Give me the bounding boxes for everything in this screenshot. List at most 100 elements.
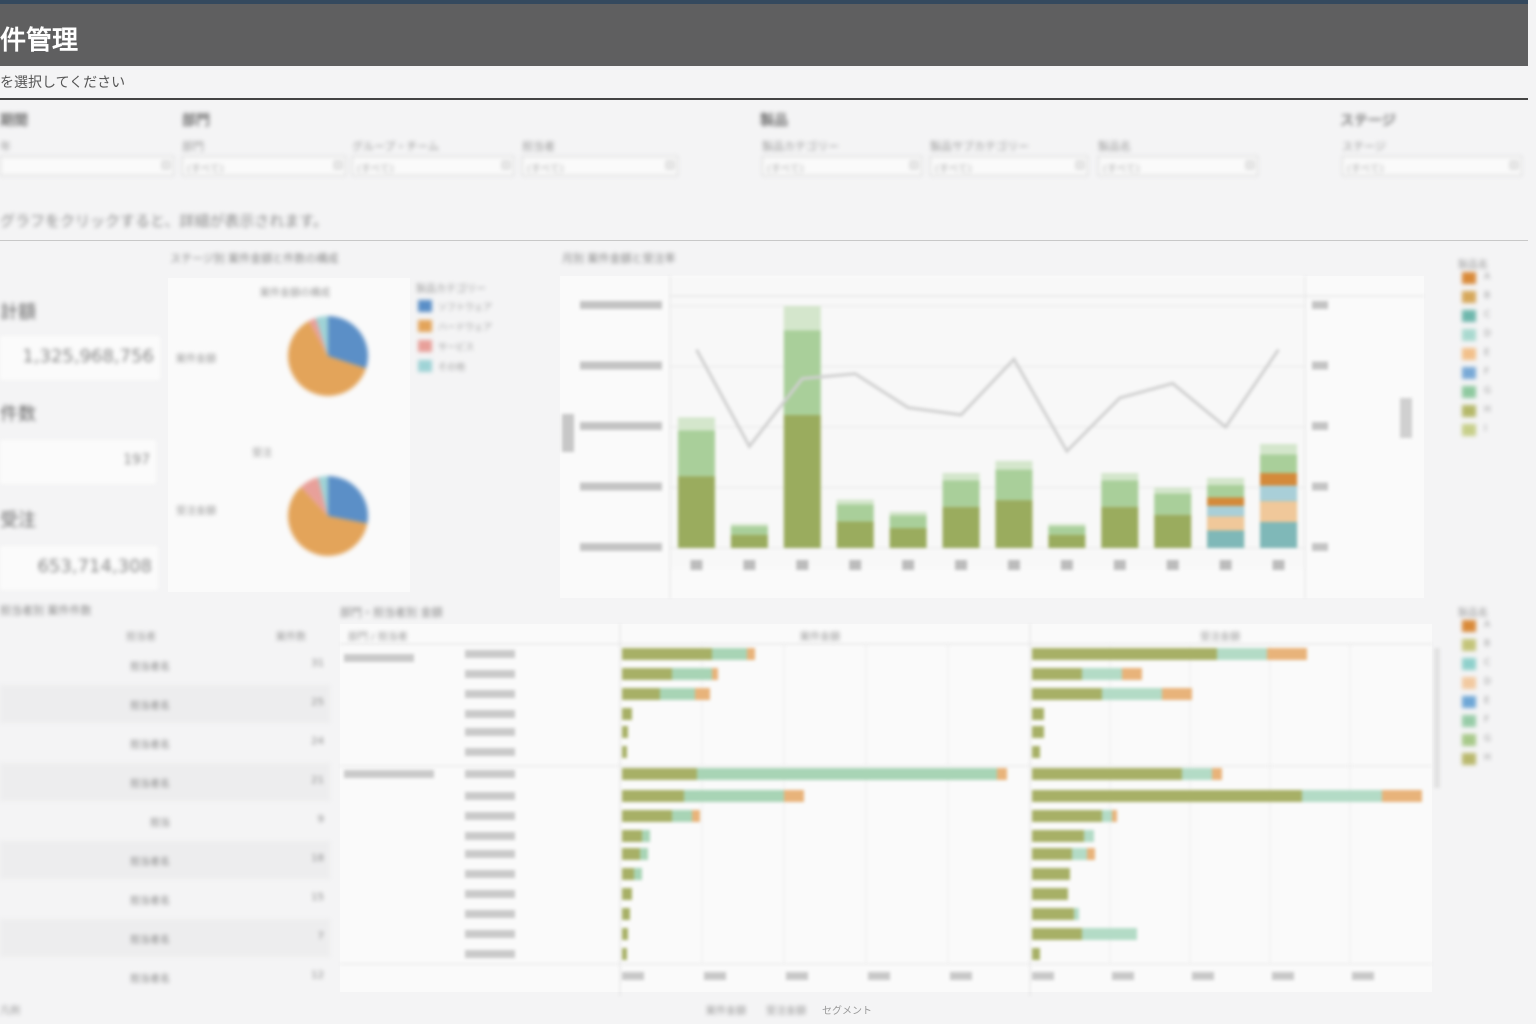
hbar-segment[interactable] [1032, 830, 1084, 842]
hbar-segment[interactable] [622, 746, 627, 758]
bar-segment[interactable] [1154, 487, 1192, 494]
hbar-segment[interactable] [1302, 790, 1382, 802]
hbar-segment[interactable] [1032, 868, 1070, 880]
pie-slice[interactable] [315, 316, 328, 356]
bar-segment[interactable] [836, 504, 874, 522]
bar-segment[interactable] [995, 469, 1033, 501]
tree-label[interactable] [465, 690, 515, 698]
hbar-segment[interactable] [1122, 668, 1142, 680]
hbar-segment[interactable] [997, 768, 1007, 780]
tree-label[interactable] [465, 950, 515, 958]
tree-label[interactable] [465, 710, 515, 718]
hbar-segment[interactable] [642, 830, 650, 842]
bar-segment[interactable] [836, 521, 874, 548]
table-row[interactable]: 担当者名 21 [0, 763, 330, 801]
bar-segment[interactable] [730, 526, 768, 535]
bar-segment[interactable] [1048, 523, 1086, 527]
tree-label[interactable] [465, 770, 515, 778]
hbar-segment[interactable] [1217, 648, 1267, 660]
bar-segment[interactable] [1260, 443, 1298, 455]
tree-label[interactable] [465, 870, 515, 878]
bar-segment[interactable] [730, 534, 768, 548]
bar-segment[interactable] [677, 417, 715, 431]
bar-segment[interactable] [995, 460, 1033, 470]
hbar-segment[interactable] [1032, 790, 1302, 802]
hbar-segment[interactable] [1112, 810, 1117, 822]
hbar-segment[interactable] [1072, 848, 1087, 860]
tree-label[interactable] [465, 650, 515, 658]
hbar-segment[interactable] [660, 688, 695, 700]
bar-segment[interactable] [942, 506, 980, 548]
tree-label[interactable] [465, 728, 515, 736]
filter-select-7[interactable]: (すべて) [1342, 156, 1522, 176]
bar-segment-alt[interactable] [1260, 501, 1298, 522]
hbar-segment[interactable] [622, 688, 660, 700]
hbar-segment[interactable] [1032, 648, 1217, 660]
hbar-segment[interactable] [622, 668, 672, 680]
hbar-segment[interactable] [695, 688, 710, 700]
hbar-segment[interactable] [1212, 768, 1222, 780]
bar-segment[interactable] [677, 430, 715, 477]
bar-segment[interactable] [889, 511, 927, 516]
hbar-segment[interactable] [622, 830, 642, 842]
tree-label[interactable] [465, 890, 515, 898]
hbar-segment[interactable] [1102, 810, 1112, 822]
hbar-segment[interactable] [622, 768, 697, 780]
horizontal-bars[interactable] [340, 624, 1440, 996]
hbar-segment[interactable] [692, 810, 700, 822]
hbar-segment[interactable] [622, 790, 684, 802]
filter-select-1[interactable]: (すべて) [182, 156, 346, 176]
bar-segment-alt[interactable] [1207, 516, 1245, 531]
bar-segment[interactable] [942, 480, 980, 507]
hbar-segment[interactable] [1032, 928, 1082, 940]
table-row[interactable]: 担当者名 25 [0, 685, 330, 723]
bar-segment-alt[interactable] [1207, 530, 1245, 548]
filter-select-0[interactable] [0, 156, 174, 176]
tree-label[interactable] [465, 910, 515, 918]
hbar-segment[interactable] [1102, 688, 1162, 700]
bar-segment[interactable] [1101, 480, 1139, 507]
bar-segment-alt[interactable] [1207, 505, 1245, 517]
hbar-segment[interactable] [622, 848, 640, 860]
hbar-segment[interactable] [1267, 648, 1307, 660]
hbar-segment[interactable] [622, 928, 628, 940]
bar-segment[interactable] [783, 414, 821, 548]
pie-slice[interactable] [288, 320, 367, 396]
hbar-segment[interactable] [1032, 888, 1068, 900]
hbar-segment[interactable] [1032, 726, 1044, 738]
bar-segment[interactable] [889, 515, 927, 529]
table-row[interactable]: 担当者名 12 [0, 958, 330, 996]
bar-segment-alt[interactable] [1207, 497, 1245, 506]
hbar-segment[interactable] [622, 810, 672, 822]
tree-label[interactable] [465, 832, 515, 840]
hbar-segment[interactable] [1074, 908, 1079, 920]
bar-segment[interactable] [677, 476, 715, 548]
pie-slice[interactable] [288, 486, 368, 556]
bar-segment-alt[interactable] [1260, 485, 1298, 502]
hbar-segment[interactable] [1032, 948, 1040, 960]
tree-label[interactable] [465, 792, 515, 800]
bar-segment[interactable] [836, 499, 874, 505]
hbar-segment[interactable] [1162, 688, 1192, 700]
pie-slice[interactable] [308, 317, 328, 356]
tree-label[interactable] [465, 930, 515, 938]
bar-segment[interactable] [1101, 506, 1139, 548]
filter-select-2[interactable]: (すべて) [352, 156, 514, 176]
hbar-segment[interactable] [747, 648, 755, 660]
filter-select-6[interactable]: (すべて) [1098, 156, 1258, 176]
hbar-segment[interactable] [684, 790, 784, 802]
hbar-segment[interactable] [622, 908, 630, 920]
hbar-segment[interactable] [1032, 708, 1044, 720]
pie-slice[interactable] [318, 476, 328, 516]
pie-slice[interactable] [328, 316, 368, 369]
hbar-segment[interactable] [784, 790, 804, 802]
hbar-segment[interactable] [622, 726, 628, 738]
hbar-segment[interactable] [1032, 908, 1074, 920]
combo-chart[interactable] [560, 276, 1424, 598]
bar-segment[interactable] [995, 500, 1033, 548]
bar-segment[interactable] [1154, 493, 1192, 515]
bar-segment[interactable] [1048, 526, 1086, 535]
table-row[interactable]: 担当者名 31 [0, 646, 330, 684]
hbar-segment[interactable] [1032, 768, 1182, 780]
table-row[interactable]: 担当者名 7 [0, 919, 330, 957]
